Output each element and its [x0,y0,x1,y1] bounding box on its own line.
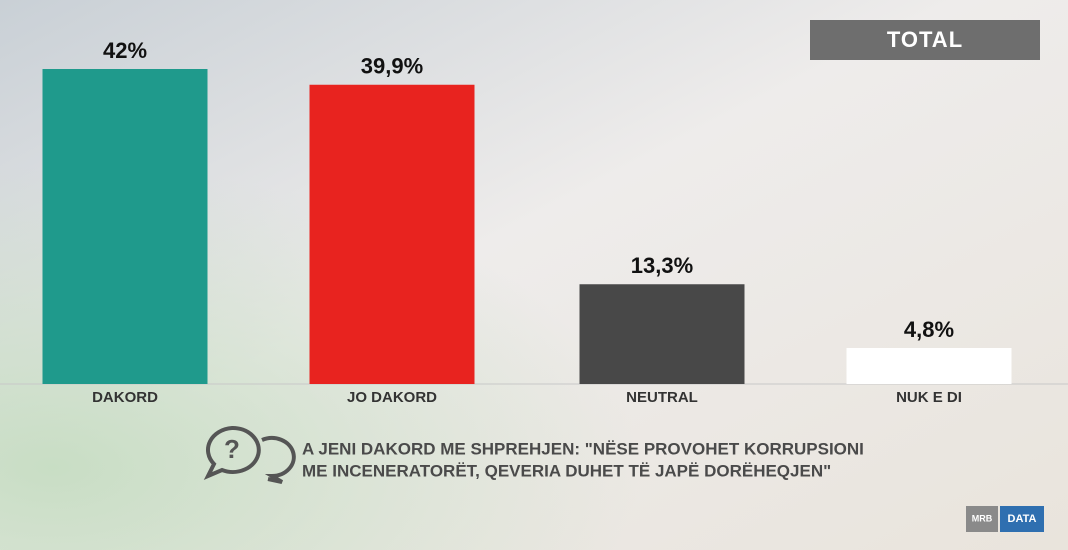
logo: DATA [1008,513,1037,525]
value-label: 4,8% [904,317,954,342]
bar [846,348,1012,384]
question-icon: ? [203,425,296,484]
question-line: ME INCENERATORËT, QEVERIA DUHET TË JAPË … [302,461,831,480]
bar [579,284,745,384]
category-label: DAKORD [92,389,158,406]
bar [42,69,208,384]
category-label: NEUTRAL [626,389,698,406]
chart-title: TOTAL [887,27,963,52]
logo-box [1000,506,1044,532]
logo: MRB [972,513,993,523]
category-label: JO DAKORD [347,389,437,406]
value-label: 39,9% [361,54,423,79]
svg-text:?: ? [224,434,240,464]
category-label: NUK E DI [896,389,962,406]
logo-box [966,506,998,532]
bar [309,84,475,384]
question-line: A JENI DAKORD ME SHPREHJEN: "NËSE PROVOH… [302,439,864,458]
value-label: 13,3% [631,253,693,278]
title-box [810,20,1040,60]
value-label: 42% [103,38,147,63]
